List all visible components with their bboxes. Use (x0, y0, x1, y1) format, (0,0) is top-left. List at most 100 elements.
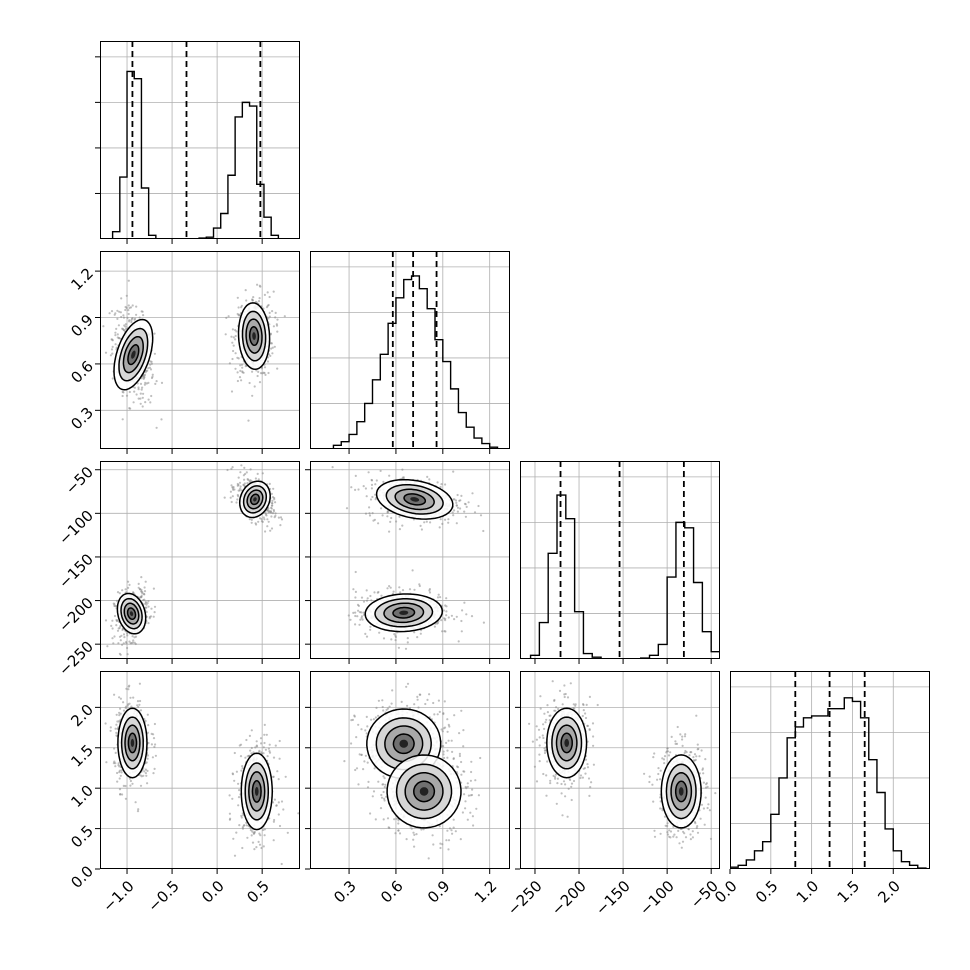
sample-point (274, 311, 277, 314)
sample-point (237, 489, 240, 492)
sample-point (232, 837, 235, 840)
sample-point (122, 633, 126, 636)
sample-point (139, 784, 143, 787)
sample-point (115, 734, 118, 737)
sample-point (381, 705, 384, 709)
sample-point (119, 625, 122, 628)
sample-point (477, 504, 480, 508)
sample-point (528, 722, 531, 725)
sample-point (380, 796, 384, 799)
sample-point (446, 730, 449, 733)
sample-point (239, 755, 243, 758)
sample-point (127, 688, 130, 691)
sample-point (365, 635, 369, 638)
sample-point (121, 418, 124, 421)
sample-point (117, 627, 120, 630)
sample-point (231, 797, 234, 800)
sample-point (254, 746, 257, 749)
sample-point (238, 376, 242, 379)
sample-point (384, 783, 387, 786)
sample-point (482, 621, 485, 624)
sample-point (250, 518, 253, 522)
sample-point (109, 354, 112, 357)
sample-point (545, 774, 548, 777)
sample-point (118, 310, 121, 313)
sample-point (104, 351, 108, 354)
sample-point (124, 588, 127, 591)
sample-point (553, 699, 556, 703)
sample-point (368, 514, 372, 517)
sample-point (411, 569, 414, 572)
sample-point (438, 825, 441, 828)
sample-point (118, 711, 121, 714)
sample-point (232, 336, 235, 339)
sample-point (432, 843, 435, 846)
sample-point (397, 829, 400, 832)
sample-point (243, 466, 246, 469)
density-contour (392, 606, 416, 619)
sample-point (588, 794, 591, 798)
sample-point (382, 637, 386, 640)
sample-point (128, 319, 131, 322)
density-contour (116, 592, 147, 635)
sample-point (147, 600, 150, 603)
sample-point (137, 386, 140, 389)
sample-point (119, 653, 122, 656)
sample-point (148, 366, 151, 369)
sample-point (237, 314, 240, 317)
sample-point (111, 619, 114, 622)
sample-point (689, 833, 692, 836)
sample-point (118, 769, 121, 772)
sample-point (561, 814, 564, 817)
sample-point (459, 838, 462, 841)
sample-point (455, 504, 458, 507)
sample-point (247, 478, 250, 481)
sample-point (274, 514, 277, 517)
sample-point (702, 807, 706, 810)
sample-point (152, 737, 156, 740)
sample-point (398, 528, 401, 531)
sample-point (454, 830, 457, 833)
sample-point (264, 748, 267, 751)
sample-point (695, 755, 698, 758)
sample-point (147, 622, 150, 625)
sample-point (394, 639, 397, 642)
sample-point (404, 647, 408, 650)
sample-point (366, 725, 369, 728)
sample-point (416, 636, 419, 639)
sample-point (581, 714, 584, 718)
sample-point (382, 790, 385, 794)
sample-point (117, 324, 120, 327)
sample-point (151, 756, 154, 759)
sample-point (115, 713, 118, 716)
sample-point (118, 592, 121, 595)
sample-point (272, 756, 276, 759)
sample-point (364, 512, 368, 515)
sample-point (271, 352, 274, 355)
density-fill (253, 497, 257, 502)
sample-point (700, 803, 704, 806)
sample-point (268, 482, 271, 485)
sample-point (413, 703, 416, 706)
sample-point (122, 701, 125, 704)
sample-point (364, 487, 367, 490)
sample-point (582, 703, 585, 707)
sample-point (466, 818, 469, 821)
sample-point (263, 293, 266, 296)
sample-point (251, 841, 255, 844)
sample-point (470, 615, 474, 618)
sample-point (356, 615, 359, 618)
sample-point (428, 589, 431, 592)
density-contour (127, 732, 138, 754)
sample-point (120, 297, 123, 300)
sample-point (572, 706, 575, 710)
sample-point (463, 793, 466, 796)
sample-point (146, 713, 149, 716)
sample-point (273, 498, 276, 501)
sample-point (586, 766, 590, 769)
sample-point (689, 838, 693, 841)
sample-point (482, 529, 485, 533)
sample-point (133, 641, 136, 644)
sample-point (349, 618, 352, 621)
sample-point (368, 512, 371, 515)
